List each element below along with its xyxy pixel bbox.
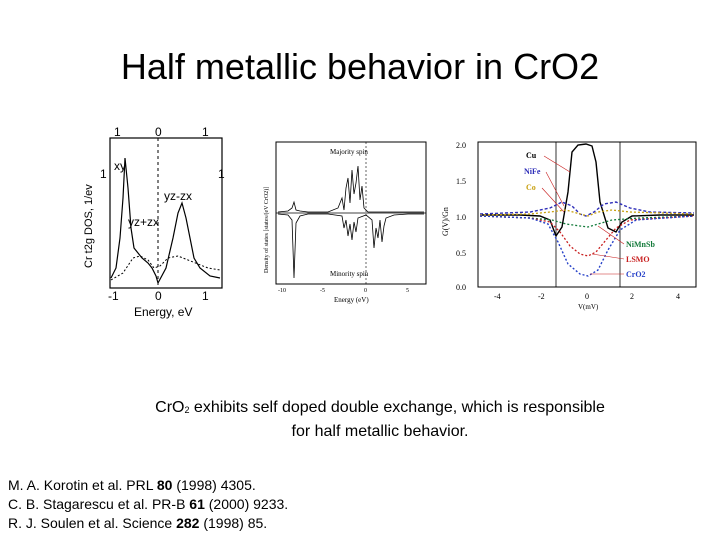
majority-spin-label: Majority spin [330,148,368,156]
nife-curve [479,201,695,217]
y-tick: 1.5 [456,177,466,186]
curve-label: yz+zx [128,215,159,229]
lsmo-curve [479,215,695,257]
y-tick: 0.0 [456,283,466,292]
co-label: Co [526,183,536,192]
nife-label: NiFe [524,167,541,176]
spin-dos-figure: Majority spin Minority spin Density of s… [248,128,438,308]
references: M. A. Korotin et al. PRL 80 (1998) 4305.… [8,476,708,533]
x-tick: -4 [494,292,501,301]
right-tick: 1 [218,167,225,181]
x-tick: 0 [364,288,367,294]
minority-spin-label: Minority spin [330,270,369,278]
left-tick: 1 [100,167,107,181]
yz-zx-curve [157,201,221,284]
x-tick: 4 [676,292,680,301]
yz-plus-zx-curve [110,255,221,281]
co-curve [479,209,695,217]
dos-orbital-figure: 1 0 1 1 1 -1 0 1 Cr t2g DOS, 1/ev Energy… [78,118,238,323]
cu-label: Cu [526,151,537,160]
y-axis-label: Density of states [states/(eV CrO2)] [263,187,270,273]
bottom-tick: 0 [155,289,162,303]
caption: CrO2 exhibits self doped double exchange… [110,397,650,443]
y-axis-label: G(V)/Gn [441,207,450,236]
xy-curve [110,157,159,284]
bottom-tick: -1 [108,289,119,303]
top-tick: 0 [155,125,162,139]
bottom-tick: 1 [202,289,209,303]
y-tick: 0.5 [456,249,466,258]
caption-line-1: CrO2 exhibits self doped double exchange… [155,399,605,416]
y-tick: 1.0 [456,213,466,222]
caption-line-2: for half metallic behavior. [291,423,469,440]
reference: M. A. Korotin et al. PRL 80 (1998) 4305. [8,477,256,493]
x-tick: 5 [406,288,409,294]
top-tick: 1 [202,125,209,139]
y-tick: 2.0 [456,141,466,150]
nimnsb-curve [479,215,695,228]
cro2-curve [479,215,695,277]
x-tick: -5 [320,288,325,294]
x-tick: -10 [278,288,286,294]
x-axis-label: V(mV) [578,303,599,311]
nimnsb-label: NiMnSb [626,240,655,249]
curve-label: xy [114,159,126,173]
x-tick: -2 [538,292,545,301]
y-axis-label: Cr t2g DOS, 1/ev [83,184,95,268]
reference: C. B. Stagarescu et al. PR-B 61 (2000) 9… [8,496,289,512]
reference: R. J. Soulen et al. Science 282 (1998) 8… [8,515,268,531]
majority-spin-trace [277,165,424,213]
x-tick: 0 [585,292,589,301]
conductance-figure: 2.0 1.5 1.0 0.5 0.0 G(V)/Gn Cu NiFe Co N… [440,132,705,312]
cro2-label: CrO2 [626,270,646,279]
top-tick: 1 [114,125,121,139]
x-tick: 2 [630,292,634,301]
x-axis-label: Energy, eV [134,305,192,319]
minority-spin-trace [277,213,424,279]
curve-label: yz-zx [164,189,192,203]
lsmo-label: LSMO [626,255,650,264]
slide-title: Half metallic behavior in CrO2 [120,46,600,87]
cu-curve [480,143,694,238]
x-axis-label: Energy (eV) [334,296,369,304]
